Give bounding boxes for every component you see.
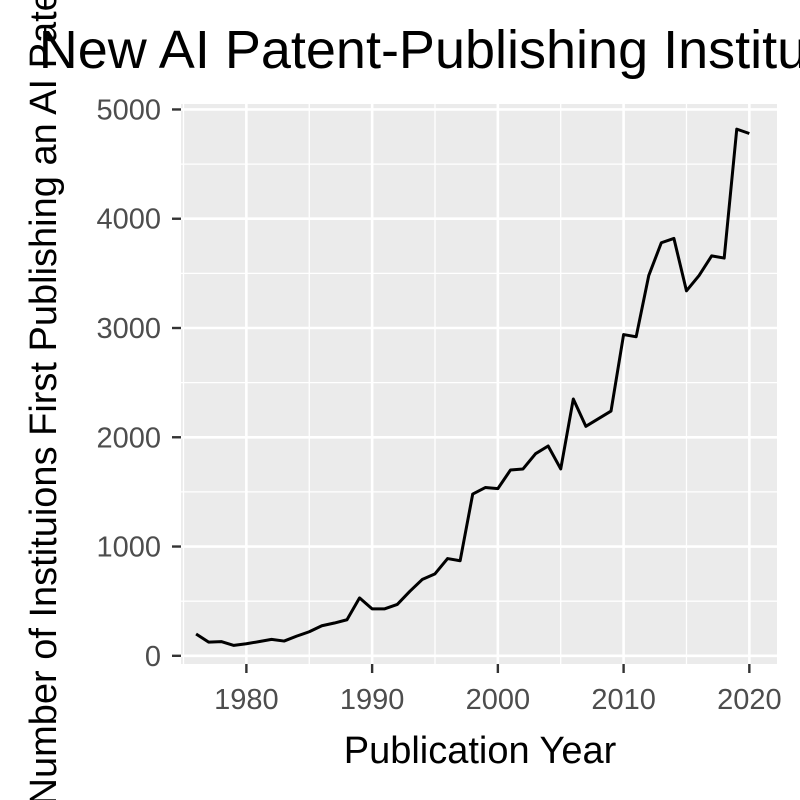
y-tick-label: 3000 [96,313,161,345]
y-tick-label: 2000 [96,422,161,454]
x-axis-title: Publication Year [344,730,617,772]
series-line [195,127,750,647]
y-tick-label: 5000 [96,94,161,126]
plot-panel [181,104,777,664]
x-tick-label: 2020 [717,684,782,716]
major-grid [181,104,777,664]
y-tick-label: 1000 [96,532,161,564]
x-tick-label: 2000 [466,684,531,716]
y-axis-ticks: 0 1000 2000 3000 4000 5000 [96,94,181,673]
y-axis-title: Number of Instituions First Publishing a… [23,0,65,800]
x-tick-label: 1990 [340,684,405,716]
y-tick-label: 0 [145,641,161,673]
minor-grid [181,104,777,664]
chart-title: New AI Patent-Publishing Institutions [39,20,800,80]
x-axis-ticks: 1980 1990 2000 2010 2020 [214,664,782,716]
x-tick-label: 2010 [591,684,656,716]
y-tick-label: 4000 [96,204,161,236]
x-tick-label: 1980 [214,684,279,716]
